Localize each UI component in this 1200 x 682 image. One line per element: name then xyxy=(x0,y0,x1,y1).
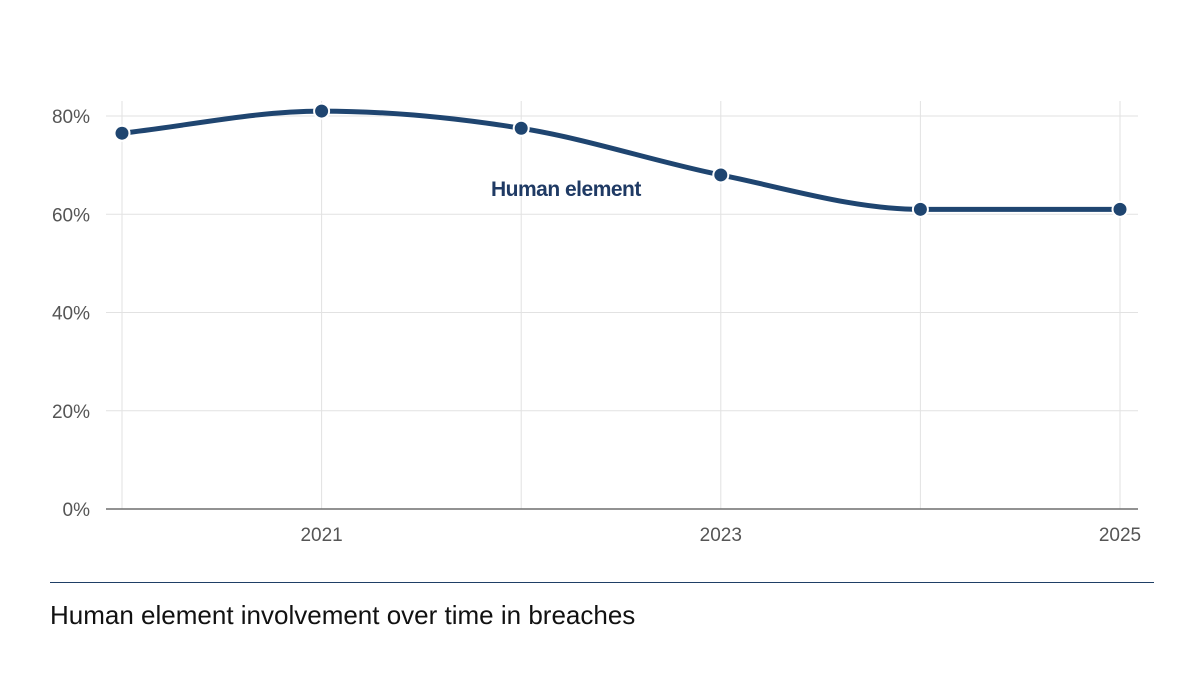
x-tick-label: 2023 xyxy=(700,525,742,546)
tick-labels: 0% 20% 40% 60% 80% 2021 2023 2025 xyxy=(52,107,1141,546)
caption-divider xyxy=(50,582,1154,583)
grid-lines xyxy=(106,101,1138,509)
line-chart: 0% 20% 40% 60% 80% 2021 2023 2025 Human element xyxy=(52,101,1141,546)
y-tick-label: 0% xyxy=(63,500,91,521)
data-point xyxy=(911,200,929,218)
y-tick-label: 60% xyxy=(52,205,90,226)
series-label: Human element xyxy=(491,178,641,201)
series-line xyxy=(119,108,1123,212)
data-point xyxy=(313,102,331,120)
data-point xyxy=(712,166,730,184)
y-tick-label: 40% xyxy=(52,304,90,325)
data-point xyxy=(1111,200,1129,218)
x-tick-label: 2025 xyxy=(1099,525,1141,546)
data-point xyxy=(113,124,131,142)
x-tick-label: 2021 xyxy=(300,525,342,546)
data-point xyxy=(512,119,530,137)
chart-caption: Human element involvement over time in b… xyxy=(50,600,636,630)
series: Human element xyxy=(113,102,1129,218)
y-tick-label: 20% xyxy=(52,402,90,423)
y-tick-label: 80% xyxy=(52,107,90,128)
